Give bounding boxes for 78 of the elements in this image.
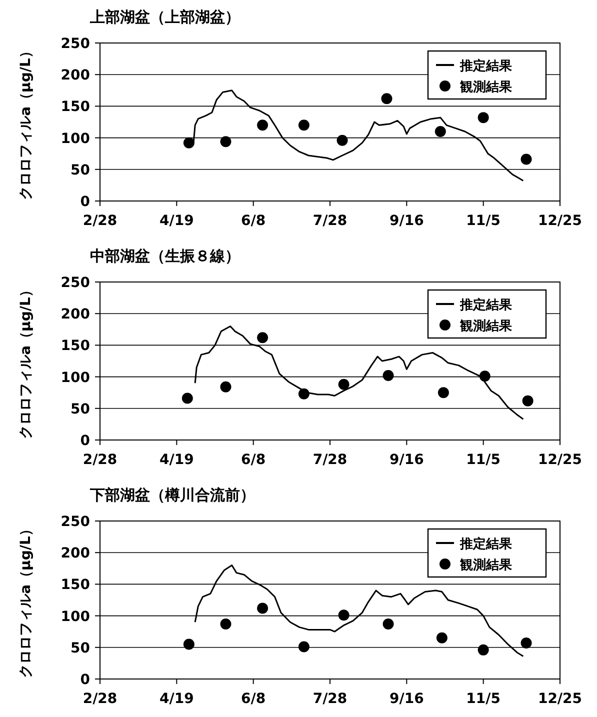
point [183,137,194,148]
y-tick-label: 250 [60,36,90,52]
legend-label: 推定結果 [459,536,513,552]
legend-label: 推定結果 [459,297,513,313]
y-axis-title: クロロフィルa（µg/L） [18,44,34,200]
y-tick-label: 100 [60,370,90,386]
point [522,395,534,406]
y-tick-label: 150 [60,99,90,116]
y-tick-label: 200 [60,306,90,323]
x-tick-label: 2/28 [82,452,118,468]
x-tick-label: 4/19 [159,691,194,707]
point [478,112,489,124]
y-tick-label: 50 [70,401,90,418]
legend-label: 推定結果 [459,58,513,74]
point [478,644,489,656]
chart-title: 中部湖盆（生振８線） [90,247,240,265]
y-tick-label: 200 [60,546,90,562]
x-tick-label: 6/8 [241,213,266,229]
y-tick-label: 0 [80,672,90,688]
point [220,136,232,148]
y-tick-label: 50 [70,640,90,656]
y-tick-label: 0 [80,194,90,210]
point [298,641,310,652]
x-tick-label: 11/5 [466,691,501,707]
x-tick-label: 2/28 [82,213,118,229]
point [382,618,394,630]
y-tick-label: 200 [60,68,90,84]
chart-title: 下部湖盆（樽川合流前） [89,486,255,504]
chart-title: 上部湖盆（上部湖盆） [89,8,240,26]
x-tick-label: 12/25 [538,452,582,468]
point [434,126,446,137]
x-tick-label: 7/28 [312,691,348,707]
y-axis-title: クロロフィルa（µg/L） [18,522,34,678]
x-tick-label: 7/28 [312,452,348,468]
y-tick-label: 150 [60,338,90,354]
point [257,120,268,131]
point [520,637,532,648]
point [257,602,268,614]
point [298,388,310,400]
point [520,154,532,165]
x-tick-label: 12/25 [538,213,582,229]
y-tick-label: 150 [60,577,90,594]
point [220,618,232,630]
point [338,610,350,621]
point [220,381,232,392]
point [183,638,194,650]
x-tick-label: 9/16 [389,213,424,229]
point [479,370,490,382]
y-tick-label: 100 [60,130,90,147]
x-tick-label: 6/8 [241,691,266,707]
x-tick-label: 4/19 [159,452,194,468]
y-tick-label: 250 [60,514,90,530]
point [298,120,310,131]
x-tick-label: 2/28 [82,691,118,707]
x-tick-label: 9/16 [389,691,424,707]
legend-label: 観測結果 [459,558,513,573]
y-tick-label: 100 [60,608,90,625]
legend-label: 観測結果 [459,80,513,95]
legend-label: 観測結果 [459,319,513,334]
y-axis-title: クロロフィルa（µg/L） [18,283,34,439]
point [338,378,350,390]
x-tick-label: 4/19 [159,213,194,229]
y-tick-label: 0 [80,433,90,449]
point [182,392,193,404]
point [336,134,348,146]
y-tick-label: 50 [70,162,90,178]
point [382,370,394,382]
x-tick-label: 9/16 [389,452,424,468]
point [257,332,268,344]
point [438,387,449,398]
x-tick-label: 6/8 [241,452,266,468]
x-tick-label: 7/28 [312,213,348,229]
point [381,93,392,104]
x-tick-label: 11/5 [466,452,501,468]
y-tick-label: 250 [60,275,90,291]
x-tick-label: 12/25 [538,691,582,707]
point [436,632,448,644]
x-tick-label: 11/5 [466,213,501,229]
